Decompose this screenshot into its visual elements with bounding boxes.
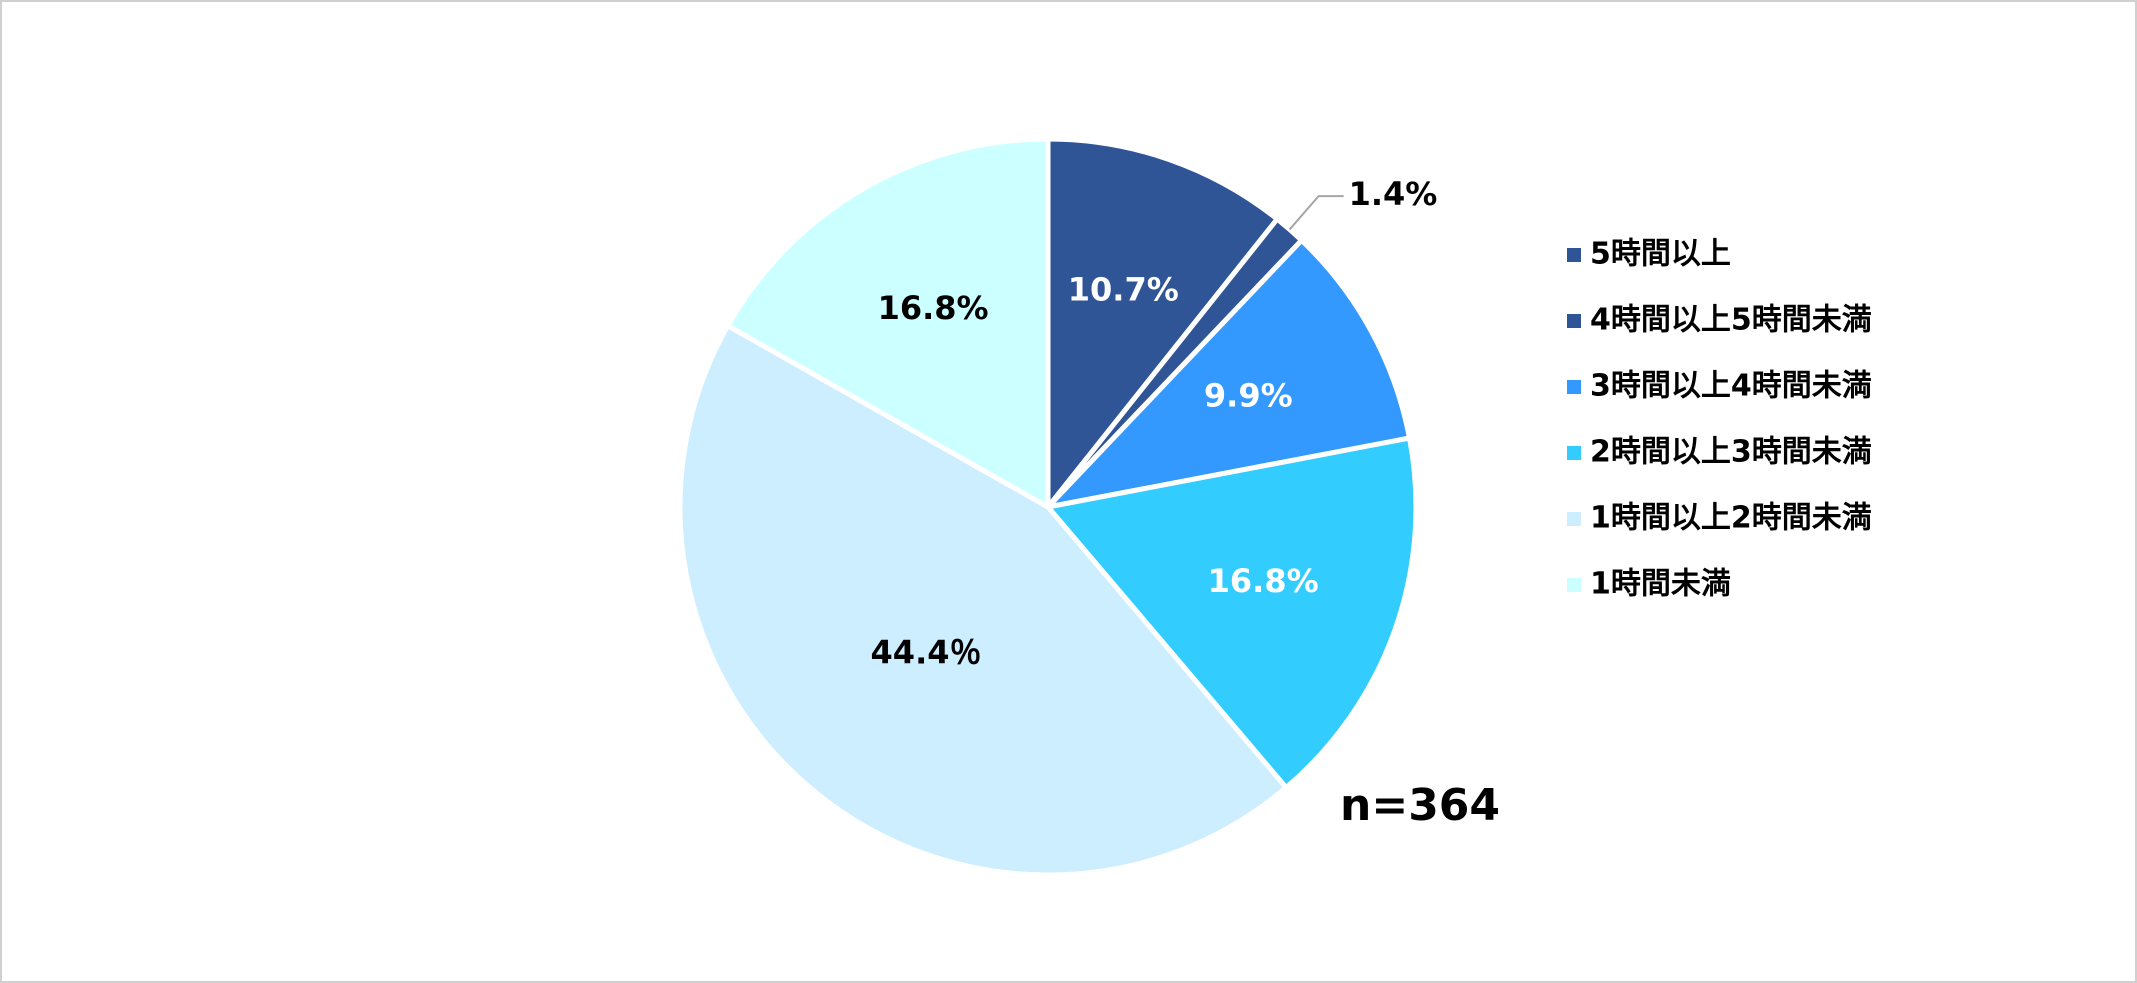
legend-label: 4時間以上5時間未満 [1590, 303, 1872, 338]
leader-line [1288, 195, 1344, 231]
legend-swatch [1567, 446, 1581, 460]
legend-swatch [1567, 512, 1581, 526]
pie-slice [1043, 435, 1419, 792]
data-label: 16.8% [1208, 562, 1319, 600]
data-label: 9.9% [1204, 377, 1293, 415]
pie-slice [724, 136, 1051, 512]
legend-swatch [1567, 578, 1581, 592]
data-label: 16.8% [878, 289, 989, 327]
data-label: 44.4％ [871, 633, 982, 671]
pie-slice [1045, 136, 1281, 515]
legend-swatch [1567, 248, 1581, 262]
data-label: 10.7% [1068, 271, 1179, 309]
legend-label: 1時間以上2時間未満 [1590, 501, 1872, 536]
legend-label: 2時間以上3時間未満 [1590, 435, 1872, 470]
pie-slice [1040, 236, 1413, 511]
legend-swatch [1567, 380, 1581, 394]
legend-label: 5時間以上 [1590, 237, 1731, 272]
legend-label: 1時間未満 [1590, 567, 1731, 602]
annotation: n=364 [1340, 780, 1500, 831]
pie-slice [677, 322, 1290, 878]
data-label: 1.4% [1349, 175, 1438, 213]
legend-swatch [1567, 314, 1581, 328]
legend-label: 3時間以上4時間未満 [1590, 369, 1872, 404]
